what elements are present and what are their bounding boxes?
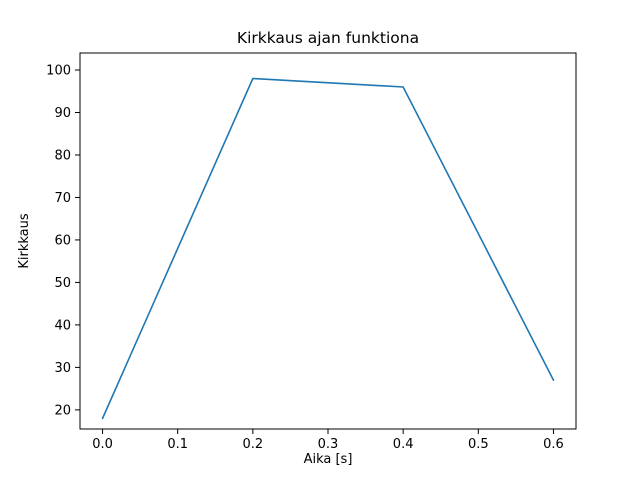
x-tick-label: 0.6 [543,437,564,452]
y-tick-label: 60 [54,233,71,248]
x-tick-label: 0.0 [92,437,113,452]
y-tick-label: 70 [54,191,71,206]
y-tick-label: 50 [54,276,71,291]
y-tick-label: 100 [46,63,71,78]
x-tick-label: 0.4 [393,437,414,452]
y-tick-label: 40 [54,318,71,333]
y-tick-label: 20 [54,403,71,418]
x-tick-label: 0.2 [243,437,264,452]
x-tick-label: 0.3 [318,437,339,452]
axes-spines [79,52,577,430]
chart-title: Kirkkaus ajan funktiona [237,29,419,47]
x-tick-label: 0.5 [468,437,489,452]
y-tick-label: 30 [54,361,71,376]
x-axis-label: Aika [s] [304,452,353,467]
y-tick-label: 80 [54,148,71,163]
y-axis-label: Kirkkaus [17,213,32,269]
plot-area: 0.0 0.1 0.2 0.3 0.4 0.5 0.6 20 30 40 50 60 70 80 90 100 [46,52,577,452]
x-tick-label: 0.1 [167,437,188,452]
y-tick-label: 90 [54,106,71,121]
data-line-series [101,77,555,420]
